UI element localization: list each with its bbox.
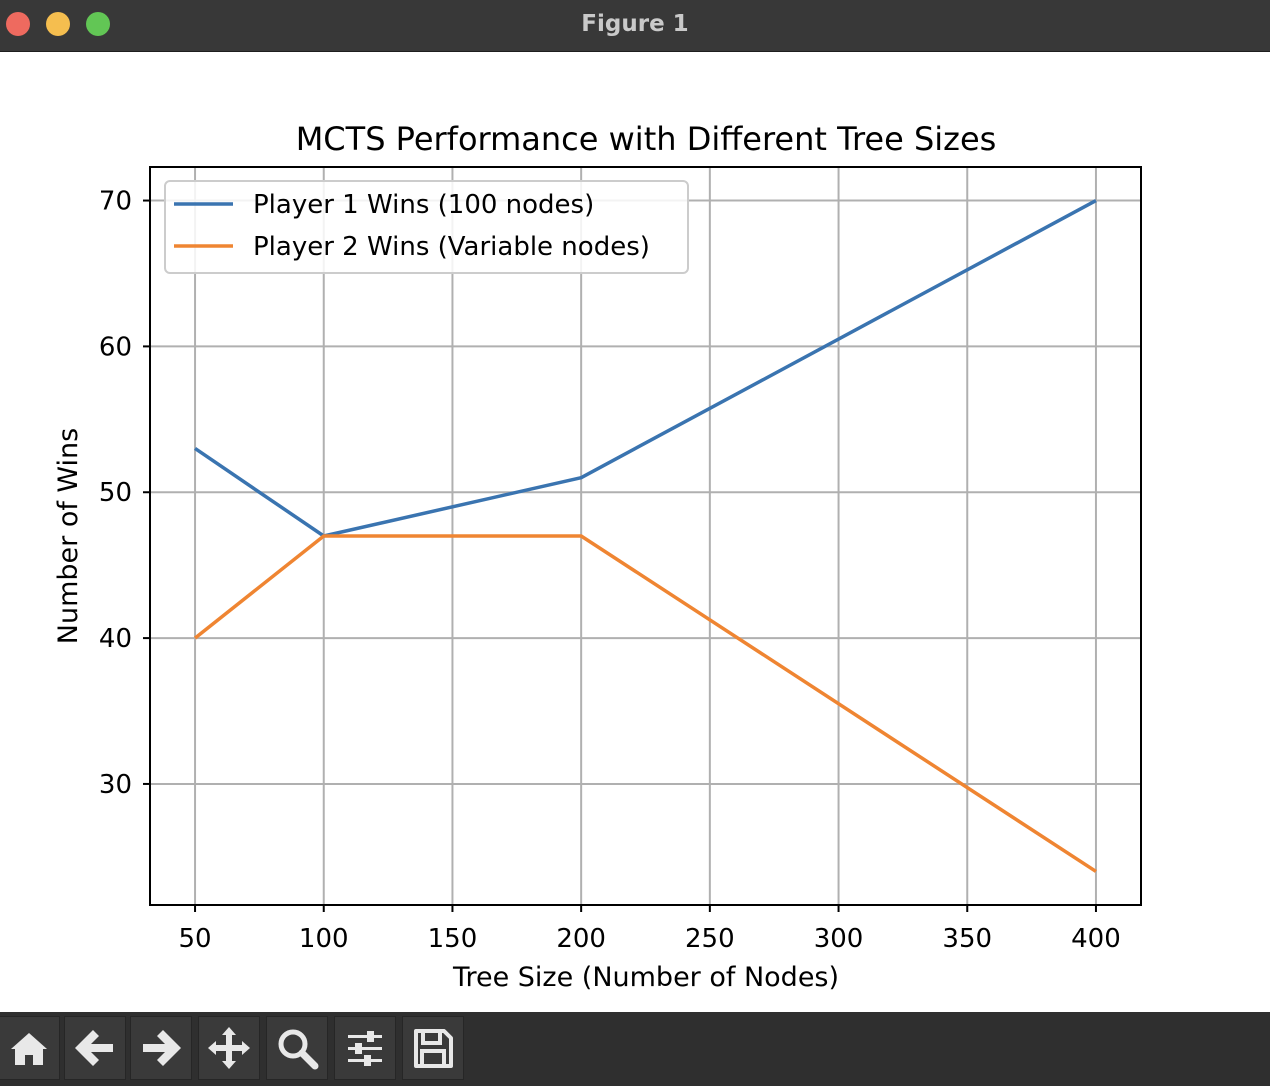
matplotlib-toolbar [0, 1012, 1270, 1086]
zoom-button[interactable] [266, 1016, 328, 1080]
x-tick-label: 300 [814, 924, 864, 954]
minimize-window-button[interactable] [46, 12, 70, 36]
configure-subplots-icon [348, 1031, 382, 1066]
window-title: Figure 1 [581, 11, 689, 37]
x-tick-label: 250 [685, 924, 735, 954]
y-axis-label: Number of Wins [53, 428, 84, 644]
x-tick-label: 400 [1071, 924, 1121, 954]
y-tick-label: 40 [99, 624, 132, 654]
y-tick-label: 50 [99, 478, 132, 508]
forward-icon [143, 1030, 181, 1066]
figure-canvas: 50 100 150 200 250 300 350 400 30 40 50 60 70 MCTS … [0, 52, 1270, 1012]
back-icon [75, 1030, 113, 1066]
x-tick-label: 100 [299, 924, 349, 954]
grid-lines [150, 167, 1141, 905]
y-tick-label: 70 [99, 187, 132, 217]
save-button[interactable] [402, 1016, 464, 1080]
legend: Player 1 Wins (100 nodes) Player 2 Wins … [164, 180, 689, 274]
plot-frame [149, 166, 1142, 906]
home-button[interactable] [0, 1016, 60, 1080]
back-button[interactable] [64, 1016, 126, 1080]
legend-box [164, 180, 689, 274]
legend-label-player-2: Player 2 Wins (Variable nodes) [253, 232, 650, 262]
x-tick-label: 150 [428, 924, 478, 954]
maximize-window-button[interactable] [86, 12, 110, 36]
forward-button[interactable] [130, 1016, 192, 1080]
home-icon [11, 1033, 47, 1065]
x-tick-label: 350 [942, 924, 992, 954]
x-tick-label: 200 [556, 924, 606, 954]
window-titlebar: Figure 1 [0, 0, 1270, 52]
close-window-button[interactable] [6, 12, 30, 36]
series-lines [193, 199, 1097, 873]
x-axis-label: Tree Size (Number of Nodes) [452, 962, 839, 993]
configure-subplots-button[interactable] [334, 1016, 396, 1080]
y-axis-ticks: 30 40 50 60 70 [99, 187, 150, 800]
legend-label-player-1: Player 1 Wins (100 nodes) [253, 190, 594, 220]
x-tick-label: 50 [178, 924, 211, 954]
line-chart: 50 100 150 200 250 300 350 400 30 40 50 60 70 MCTS … [53, 120, 1142, 993]
pan-button[interactable] [198, 1016, 260, 1080]
chart-title: MCTS Performance with Different Tree Siz… [296, 120, 997, 158]
series-line-player-1 [194, 199, 1097, 538]
x-axis-ticks: 50 100 150 200 250 300 350 400 [178, 905, 1121, 954]
y-tick-label: 30 [99, 770, 132, 800]
series-line-player-2 [193, 534, 1097, 873]
pan-icon [208, 1027, 250, 1069]
y-tick-label: 60 [99, 332, 132, 362]
zoom-icon [278, 1029, 319, 1070]
save-icon [414, 1029, 453, 1068]
